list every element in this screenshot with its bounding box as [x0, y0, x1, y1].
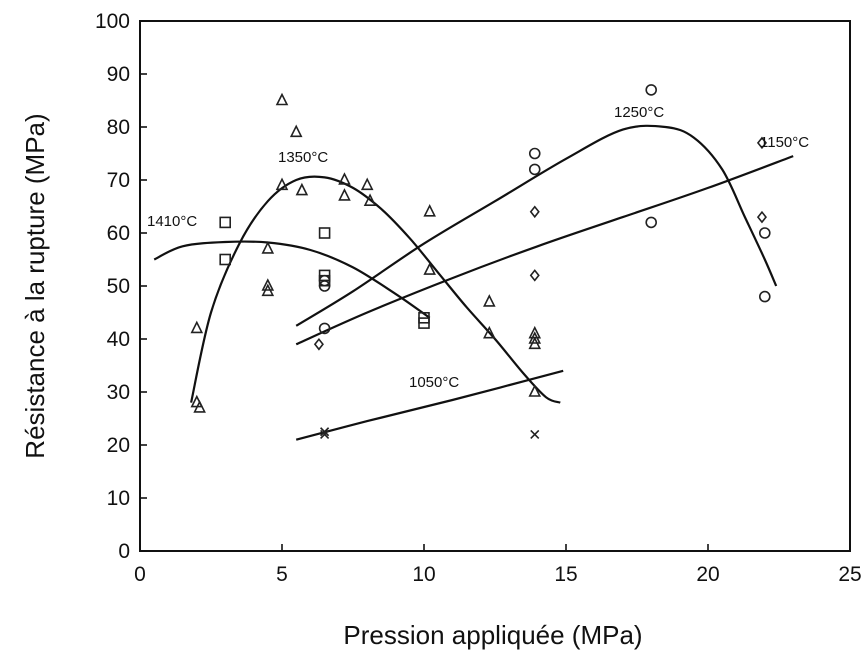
curve-label-1150: 1150°C [760, 134, 809, 151]
fit-curve-1150 [295, 155, 794, 346]
curve-label-1050: 1050°C [409, 374, 459, 391]
point-1250 [645, 84, 658, 96]
point-1350 [528, 331, 542, 344]
x-tick-label: 25 [838, 563, 861, 586]
point-1150 [756, 136, 767, 150]
point-1150 [313, 338, 324, 351]
x-tick-label: 5 [276, 563, 288, 586]
point-1250 [528, 147, 541, 160]
point-1350 [423, 262, 436, 275]
point-1250 [645, 216, 658, 229]
point-1350 [338, 188, 351, 201]
y-tick-label: 0 [118, 540, 130, 563]
point-1050 [320, 427, 330, 437]
fit-curves [153, 124, 794, 441]
axis-ticks: 0 5 10 15 20 25 0 10 20 30 40 50 60 70 80 90 100 [95, 10, 862, 586]
point-1250 [318, 280, 331, 292]
curve-label-1350: 1350°C [278, 149, 328, 166]
point-1350 [423, 204, 436, 217]
y-tick-label: 70 [107, 169, 130, 192]
point-1350 [289, 124, 303, 138]
x-tick-label: 10 [412, 563, 435, 586]
point-1350 [190, 320, 204, 334]
point-1250 [758, 227, 771, 239]
y-tick-label: 50 [107, 275, 130, 298]
point-1050 [530, 429, 540, 439]
y-tick-label: 40 [107, 328, 130, 351]
y-tick-label: 100 [95, 10, 130, 33]
fit-curve-1410 [153, 240, 431, 319]
point-1250 [318, 322, 331, 335]
x-tick-label: 20 [696, 563, 719, 586]
point-1350 [275, 177, 289, 191]
point-1350 [528, 384, 542, 397]
y-tick-label: 90 [107, 63, 130, 86]
y-tick-label: 20 [107, 434, 130, 457]
point-1150 [529, 269, 540, 282]
plot-area-frame [139, 20, 851, 552]
point-1150 [529, 205, 540, 219]
point-1350 [193, 400, 206, 413]
point-1410 [219, 253, 231, 266]
point-1250 [758, 290, 771, 303]
point-1350 [261, 278, 275, 291]
point-1410 [318, 227, 331, 239]
point-1350 [295, 182, 309, 196]
point-1350 [360, 177, 374, 191]
y-tick-label: 60 [107, 222, 130, 245]
fit-curve-1250 [295, 124, 778, 327]
point-1050 [320, 429, 330, 439]
y-tick-label: 10 [107, 487, 130, 510]
fit-curve-1050 [295, 369, 564, 441]
x-tick-label: 15 [554, 563, 577, 586]
x-axis-title: Pression appliquée (MPa) [343, 620, 642, 650]
point-1410 [418, 317, 430, 329]
curve-label-1410: 1410°C [147, 213, 197, 230]
fit-curve-1350 [190, 175, 561, 404]
y-axis-title: Résistance à la rupture (MPa) [20, 113, 50, 458]
point-1350 [261, 283, 275, 297]
point-1350 [528, 336, 542, 350]
curve-label-1250: 1250°C [614, 104, 664, 121]
x-tick-label: 0 [134, 563, 146, 586]
point-1350 [363, 193, 377, 206]
data-points [190, 84, 771, 439]
point-1150 [756, 210, 767, 224]
y-tick-label: 30 [107, 381, 130, 404]
y-tick-label: 80 [107, 116, 130, 139]
point-1250 [528, 163, 541, 176]
point-1350 [261, 241, 275, 254]
point-1350 [483, 325, 496, 339]
point-1410 [219, 216, 231, 229]
point-1350 [338, 172, 351, 185]
curve-labels: 1410°C 1350°C 1250°C 1150°C 1050°C [147, 104, 809, 391]
point-1250 [318, 274, 331, 287]
point-1350 [483, 294, 496, 307]
point-1350 [275, 92, 289, 106]
